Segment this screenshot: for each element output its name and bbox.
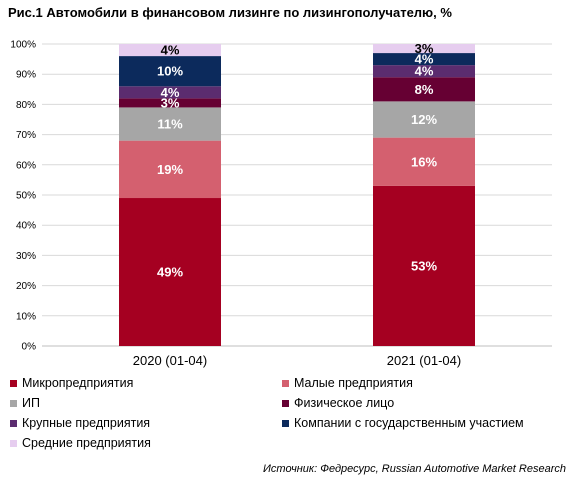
legend-item: ИП [10,396,40,410]
data-label: 49% [157,265,183,280]
data-label: 10% [157,64,183,79]
legend-label: Физическое лицо [294,396,395,410]
bar-segment [373,77,475,102]
bar-segment [373,137,475,186]
y-axis: 0% 10% 20% 30% 40% 50% 60% 70% 80% 90% 100% [10,40,36,353]
legend-label: Микропредприятия [22,376,134,390]
legend-item: Крупные предприятия [10,416,150,430]
bar-segment [119,107,221,141]
stacked-bar-chart: 0% 10% 20% 30% 40% 50% 60% 70% 80% 90% 100% 49% 19%… [10,40,552,368]
bar-segment [373,101,475,138]
data-label: 53% [411,258,437,273]
bar-stack: 53%16%12%8%4%4%3% [373,41,475,346]
data-label: 8% [415,82,434,97]
bar-segment [373,65,475,78]
bar-segment [373,185,475,346]
legend-item: Средние предприятия [10,436,151,450]
y-tick-label: 30% [16,251,36,262]
legend-swatch [282,399,289,407]
gridlines [42,43,552,347]
data-label: 4% [415,64,434,79]
x-category-label: 2021 (01-04) [387,353,461,368]
legend-item: Микропредприятия [10,376,133,390]
y-tick-label: 70% [16,130,36,141]
data-label: 16% [411,154,437,169]
bar-segment [119,198,221,346]
bar-segment [119,140,221,199]
legend-item: Физическое лицо [282,396,394,410]
legend-label: Средние предприятия [22,436,151,450]
bar-segment [119,56,221,87]
y-tick-label: 100% [10,40,36,51]
data-label: 3% [161,95,180,110]
data-label: 4% [161,43,180,58]
x-axis: 2020 (01-04) 2021 (01-04) [133,353,461,368]
legend-label: Крупные предприятия [22,416,151,430]
y-tick-label: 0% [22,342,37,353]
legend-swatch [282,379,289,387]
legend-label: Компании с государственным участием [294,416,524,430]
y-tick-label: 40% [16,221,36,232]
legend-swatch [10,379,17,387]
bar-segment [119,44,221,57]
y-tick-label: 20% [16,281,36,292]
legend-swatch [282,419,289,427]
source-note: Источник: Федресурс, Russian Automotive … [263,463,566,475]
chart-title: Рис.1 Автомобили в финансовом лизинге по… [8,5,452,20]
legend-label: ИП [22,396,40,410]
bar-segment [119,86,221,99]
data-label: 12% [411,112,437,127]
data-label: 4% [415,52,434,67]
y-tick-label: 10% [16,311,36,322]
legend-swatch [10,399,17,407]
x-category-label: 2020 (01-04) [133,353,207,368]
data-label: 4% [161,85,180,100]
legend-swatch [10,439,17,447]
y-tick-label: 60% [16,160,36,171]
legend-item: Малые предприятия [282,376,413,390]
data-label: 19% [157,162,183,177]
bar-stack: 49%19%11%3%4%10%4% [119,43,221,346]
y-tick-label: 50% [16,191,36,202]
data-label: 3% [415,41,434,56]
legend-swatch [10,419,17,427]
y-tick-label: 80% [16,100,36,111]
bar-segment [119,98,221,108]
legend-label: Малые предприятия [294,376,413,390]
y-tick-label: 90% [16,70,36,81]
bar-segment [373,53,475,66]
data-label: 11% [157,117,183,132]
legend-item: Компании с государственным участием [282,416,524,430]
bar-segment [373,44,475,54]
bars: 49%19%11%3%4%10%4%53%16%12%8%4%4%3% [119,41,475,346]
